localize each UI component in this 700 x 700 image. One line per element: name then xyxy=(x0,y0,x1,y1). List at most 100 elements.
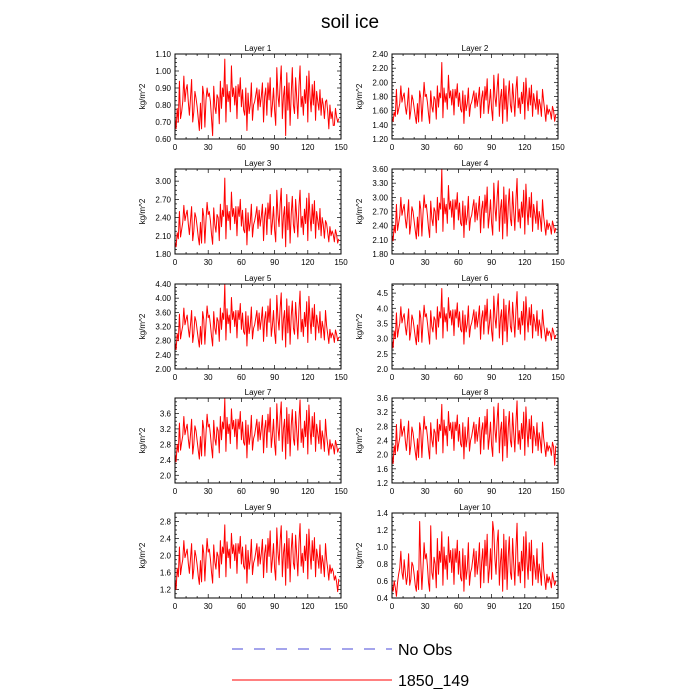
x-tick-label: 30 xyxy=(421,373,430,382)
series-line-1850-149 xyxy=(391,400,557,466)
x-tick-label: 120 xyxy=(301,487,315,496)
x-tick-label: 30 xyxy=(421,602,430,611)
y-tick-label: 1.4 xyxy=(377,509,389,518)
y-axis-label: kg/m^2 xyxy=(355,313,364,339)
plot-frame xyxy=(174,53,342,140)
x-tick-label: 120 xyxy=(301,373,315,382)
y-tick-label: 2.80 xyxy=(155,337,171,346)
x-tick-label: 60 xyxy=(454,258,463,267)
panel-layer-9: Layer 9 kg/m^2 0 30 60 90 120 150 1.2 1.6 2.0 2.4 2.… xyxy=(138,503,348,611)
y-tick-label: 2.4 xyxy=(160,535,172,544)
x-tick-label: 150 xyxy=(334,143,348,152)
legend-no-obs-label: No Obs xyxy=(398,642,452,659)
x-tick-label: 150 xyxy=(334,487,348,496)
y-tick-label: 2.70 xyxy=(372,208,388,217)
y-tick-label: 1.0 xyxy=(377,543,389,552)
y-tick-label: 2.10 xyxy=(372,236,388,245)
plot-frame xyxy=(174,283,342,370)
x-tick-label: 90 xyxy=(487,602,496,611)
y-tick-label: 1.00 xyxy=(155,67,171,76)
y-tick-label: 3.00 xyxy=(372,193,388,202)
x-tick-label: 60 xyxy=(454,143,463,152)
y-axis-label: kg/m^2 xyxy=(138,83,147,109)
series-line-1850-149 xyxy=(391,168,557,242)
x-tick-label: 150 xyxy=(551,258,565,267)
x-tick-label: 0 xyxy=(173,143,178,152)
y-axis-label: kg/m^2 xyxy=(355,427,364,453)
panel-title: Layer 10 xyxy=(459,503,491,512)
figure-title: soil ice xyxy=(321,12,379,33)
x-tick-label: 150 xyxy=(551,602,565,611)
y-axis-label: kg/m^2 xyxy=(355,198,364,224)
plot-frame xyxy=(174,397,342,484)
y-tick-label: 4.40 xyxy=(155,280,171,289)
x-tick-label: 0 xyxy=(390,373,395,382)
y-tick-label: 0.60 xyxy=(155,135,171,144)
y-tick-label: 1.2 xyxy=(160,586,172,595)
plot-frame xyxy=(174,168,342,255)
y-tick-label: 3.60 xyxy=(155,308,171,317)
y-tick-label: 1.6 xyxy=(160,569,172,578)
x-tick-label: 90 xyxy=(487,373,496,382)
series-line-1850-149 xyxy=(174,283,340,351)
y-tick-label: 3.6 xyxy=(377,394,389,403)
x-tick-label: 60 xyxy=(454,373,463,382)
x-tick-label: 60 xyxy=(237,258,246,267)
y-tick-label: 4.5 xyxy=(377,289,389,298)
y-tick-label: 2.40 xyxy=(155,214,171,223)
x-tick-label: 90 xyxy=(270,258,279,267)
x-tick-label: 120 xyxy=(301,602,315,611)
y-axis-label: kg/m^2 xyxy=(138,313,147,339)
y-tick-label: 3.00 xyxy=(155,177,171,186)
x-tick-label: 0 xyxy=(173,258,178,267)
x-tick-label: 0 xyxy=(173,373,178,382)
x-tick-label: 150 xyxy=(334,373,348,382)
x-tick-label: 120 xyxy=(301,258,315,267)
y-tick-label: 2.40 xyxy=(372,222,388,231)
x-tick-label: 30 xyxy=(421,258,430,267)
panel-layer-8: Layer 8 kg/m^2 0 30 60 90 120 150 1.2 1.6 2.0 2.4 2.… xyxy=(355,388,565,496)
x-tick-label: 90 xyxy=(487,143,496,152)
y-tick-label: 2.40 xyxy=(155,351,171,360)
x-tick-label: 30 xyxy=(204,487,213,496)
x-tick-label: 30 xyxy=(204,373,213,382)
y-tick-label: 3.60 xyxy=(372,165,388,174)
panel-title: Layer 6 xyxy=(462,274,489,283)
y-tick-label: 2.0 xyxy=(377,365,389,374)
y-tick-label: 1.20 xyxy=(372,135,388,144)
y-tick-label: 1.10 xyxy=(155,50,171,59)
y-tick-label: 4.0 xyxy=(377,304,389,313)
panel-layer-5: Layer 5 kg/m^2 0 30 60 90 120 150 2.00 2.40 2.80 3.… xyxy=(138,274,348,382)
y-tick-label: 3.6 xyxy=(160,409,172,418)
y-tick-label: 1.2 xyxy=(377,479,389,488)
y-tick-label: 2.00 xyxy=(372,78,388,87)
x-tick-label: 90 xyxy=(270,602,279,611)
series-line-1850-149 xyxy=(391,62,557,124)
y-tick-label: 1.2 xyxy=(377,526,389,535)
x-tick-label: 0 xyxy=(390,143,395,152)
y-tick-label: 1.80 xyxy=(155,250,171,259)
y-axis-label: kg/m^2 xyxy=(138,542,147,568)
x-tick-label: 150 xyxy=(551,373,565,382)
x-tick-label: 60 xyxy=(237,373,246,382)
x-tick-label: 0 xyxy=(390,602,395,611)
panel-title: Layer 1 xyxy=(245,44,272,53)
x-tick-label: 30 xyxy=(204,602,213,611)
x-tick-label: 30 xyxy=(421,143,430,152)
x-tick-label: 120 xyxy=(518,602,532,611)
y-tick-label: 1.80 xyxy=(372,93,388,102)
y-tick-label: 0.4 xyxy=(377,594,389,603)
plot-frame xyxy=(391,512,559,599)
panel-grid: Layer 1kg/m^20 30 60 90 120 1500.600.700.800.… xyxy=(138,44,565,611)
x-tick-label: 150 xyxy=(551,143,565,152)
x-tick-label: 60 xyxy=(454,487,463,496)
x-tick-label: 30 xyxy=(204,143,213,152)
x-tick-label: 60 xyxy=(237,487,246,496)
y-tick-label: 4.00 xyxy=(155,294,171,303)
x-tick-label: 150 xyxy=(334,602,348,611)
panel-layer-6: Layer 6 kg/m^2 0 30 60 90 120 150 2.0 2.5 3.0 3.5 4.… xyxy=(355,274,565,382)
panel-title: Layer 5 xyxy=(245,274,272,283)
panel-layer-3: Layer 3 kg/m^2 0 30 60 90 120 150 1.80 2.10 2.40 2.… xyxy=(138,159,348,267)
y-tick-label: 2.00 xyxy=(155,365,171,374)
panel-layer-4: Layer 4 kg/m^2 0 30 60 90 120 150 1.80 2.10 2.40 2.… xyxy=(355,159,565,267)
